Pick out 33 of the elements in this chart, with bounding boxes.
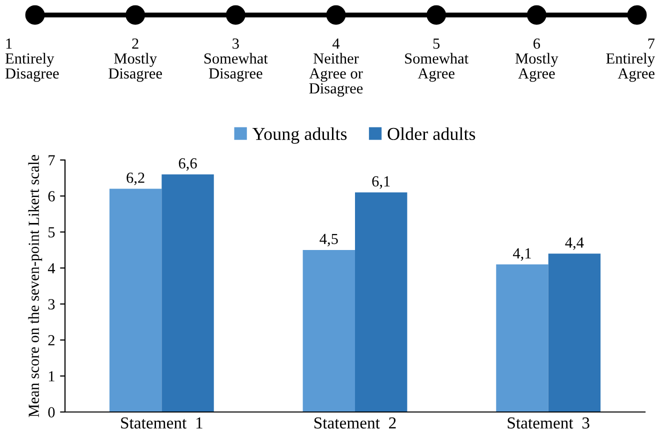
x-tick-label: Statement 3 bbox=[508, 417, 590, 429]
text: 4 Neither Agree or Disagree bbox=[309, 38, 363, 97]
bar bbox=[548, 254, 601, 412]
data-label: 4,5 bbox=[320, 234, 338, 246]
y-tick-label: 5 bbox=[48, 227, 55, 238]
y-tick-label: 4 bbox=[48, 263, 56, 274]
text: 1 Entirely Disagree bbox=[5, 38, 59, 82]
data-label: 6,2 bbox=[126, 172, 144, 186]
y-tick-label: 6 bbox=[48, 191, 55, 202]
y-tick-label: 1 bbox=[48, 371, 54, 382]
y-tick-label: 2 bbox=[48, 335, 54, 346]
bar bbox=[162, 174, 214, 412]
bar bbox=[496, 264, 548, 412]
legend-label: Young adults bbox=[252, 127, 347, 144]
y-tick-label: 3 bbox=[48, 299, 55, 310]
data-label: 4,1 bbox=[512, 248, 531, 261]
bar bbox=[302, 250, 355, 412]
text: 2 Mostly Disagree bbox=[108, 38, 162, 82]
y-tick-label: 7 bbox=[48, 155, 55, 166]
data-label: 6,1 bbox=[372, 176, 390, 189]
x-tick-label: Statement 1 bbox=[121, 417, 202, 429]
legend-label: Older adults bbox=[388, 127, 476, 140]
text: 3 Somewhat Disagree bbox=[204, 38, 268, 82]
data-label: 4,4 bbox=[565, 238, 584, 250]
y-tick-label: 0 bbox=[48, 407, 55, 418]
bar bbox=[355, 192, 408, 412]
x-tick-label: Statement 2 bbox=[314, 417, 396, 429]
bar bbox=[109, 188, 162, 412]
text: 7 Entirely Agree bbox=[606, 38, 655, 82]
data-label: 6,6 bbox=[178, 158, 197, 171]
text: 5 Somewhat Agree bbox=[405, 38, 468, 82]
text: 6 Mostly Agree bbox=[515, 38, 558, 82]
y-axis-title: Mean score on the seven-point Likert scale bbox=[28, 155, 42, 418]
